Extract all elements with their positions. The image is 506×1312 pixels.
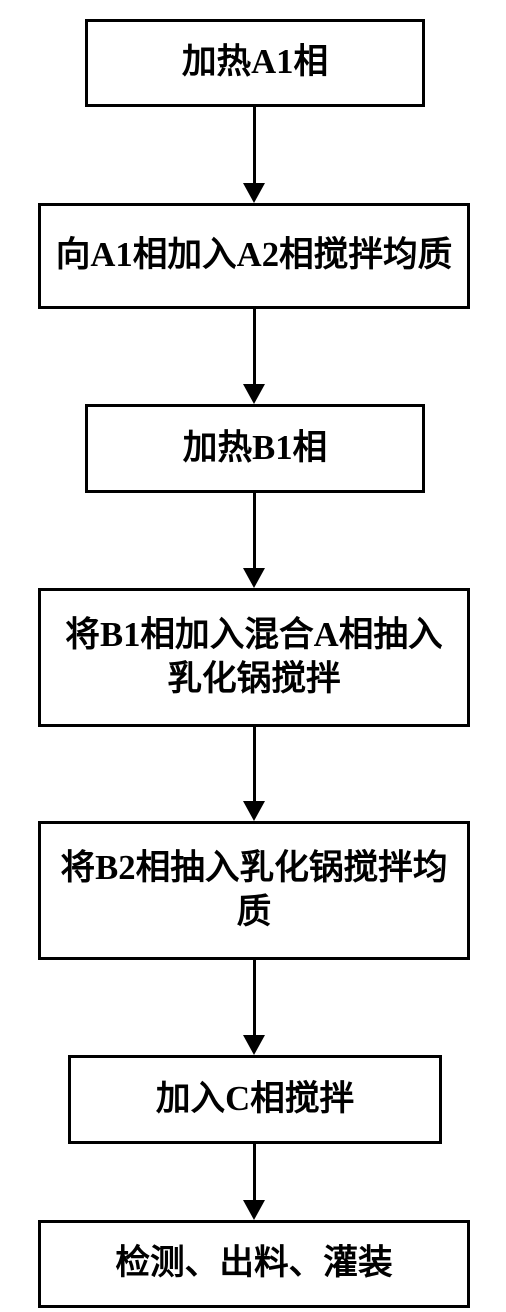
flow-step-n1: 加热A1相	[85, 19, 425, 107]
arrow-shaft	[253, 493, 256, 568]
arrow-head-icon	[243, 1200, 265, 1223]
flowchart-container: 加热A1相向A1相加入A2相搅拌均质加热B1相将B1相加入混合A相抽入 乳化锅搅…	[0, 0, 506, 1312]
flow-step-n7: 检测、出料、灌装	[38, 1220, 470, 1308]
flow-step-label: 将B1相加入混合A相抽入 乳化锅搅拌	[65, 614, 442, 701]
arrow-head-icon	[243, 1035, 265, 1058]
arrow-shaft	[253, 1144, 256, 1200]
flow-step-label: 检测、出料、灌装	[115, 1242, 392, 1285]
flow-step-n3: 加热B1相	[85, 404, 425, 493]
flow-step-n5: 将B2相抽入乳化锅搅拌均 质	[38, 821, 470, 960]
arrow-shaft	[253, 960, 256, 1035]
arrow-head-icon	[243, 384, 265, 407]
flow-step-label: 加入C相搅拌	[156, 1078, 354, 1121]
flow-step-n6: 加入C相搅拌	[68, 1055, 442, 1144]
flow-step-label: 加热A1相	[182, 41, 328, 84]
flow-step-n4: 将B1相加入混合A相抽入 乳化锅搅拌	[38, 588, 470, 727]
arrow-shaft	[253, 309, 256, 384]
arrow-shaft	[253, 107, 256, 183]
arrow-head-icon	[243, 801, 265, 824]
arrow-shaft	[253, 727, 256, 801]
flow-step-label: 将B2相抽入乳化锅搅拌均 质	[60, 847, 447, 934]
flow-step-label: 向A1相加入A2相搅拌均质	[56, 234, 453, 277]
flow-step-label: 加热B1相	[183, 427, 327, 470]
arrow-head-icon	[243, 568, 265, 591]
flow-step-n2: 向A1相加入A2相搅拌均质	[38, 203, 470, 309]
arrow-head-icon	[243, 183, 265, 206]
